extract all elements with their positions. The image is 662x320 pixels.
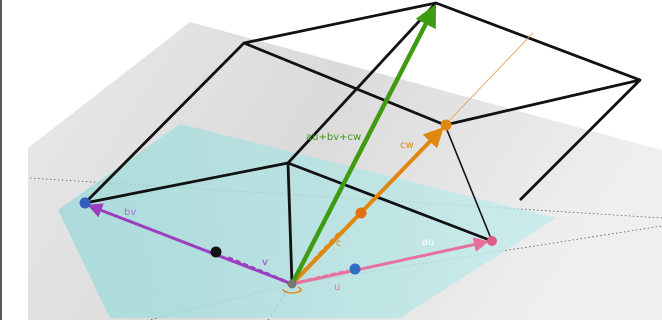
point-bv-tip[interactable] xyxy=(79,197,91,209)
vector-sum xyxy=(289,3,437,286)
label-u: u xyxy=(334,282,340,293)
label-bv: bv xyxy=(124,207,136,218)
label-au: au xyxy=(422,237,434,248)
axis-line xyxy=(291,225,662,285)
label-v: v xyxy=(262,257,268,268)
point-origin[interactable] xyxy=(287,279,297,289)
guide-line xyxy=(444,32,534,126)
point-u[interactable] xyxy=(349,263,361,275)
point-cw-tip[interactable] xyxy=(440,119,452,131)
vector-u xyxy=(291,269,349,286)
guide-line xyxy=(444,124,493,242)
point-c[interactable] xyxy=(355,207,367,219)
rotate-3d-view-icon[interactable] xyxy=(282,286,302,294)
point-au-tip[interactable] xyxy=(487,236,497,246)
label-c: c xyxy=(336,238,342,249)
vector-c-dashed xyxy=(290,230,342,286)
span-plane-uv xyxy=(58,124,556,318)
vector-v xyxy=(225,255,293,286)
parallelepiped-edges xyxy=(84,1,642,285)
label-cw: cw xyxy=(400,140,414,151)
point-v[interactable] xyxy=(210,246,222,258)
label-sum-vector: au+bv+cw xyxy=(306,132,361,143)
